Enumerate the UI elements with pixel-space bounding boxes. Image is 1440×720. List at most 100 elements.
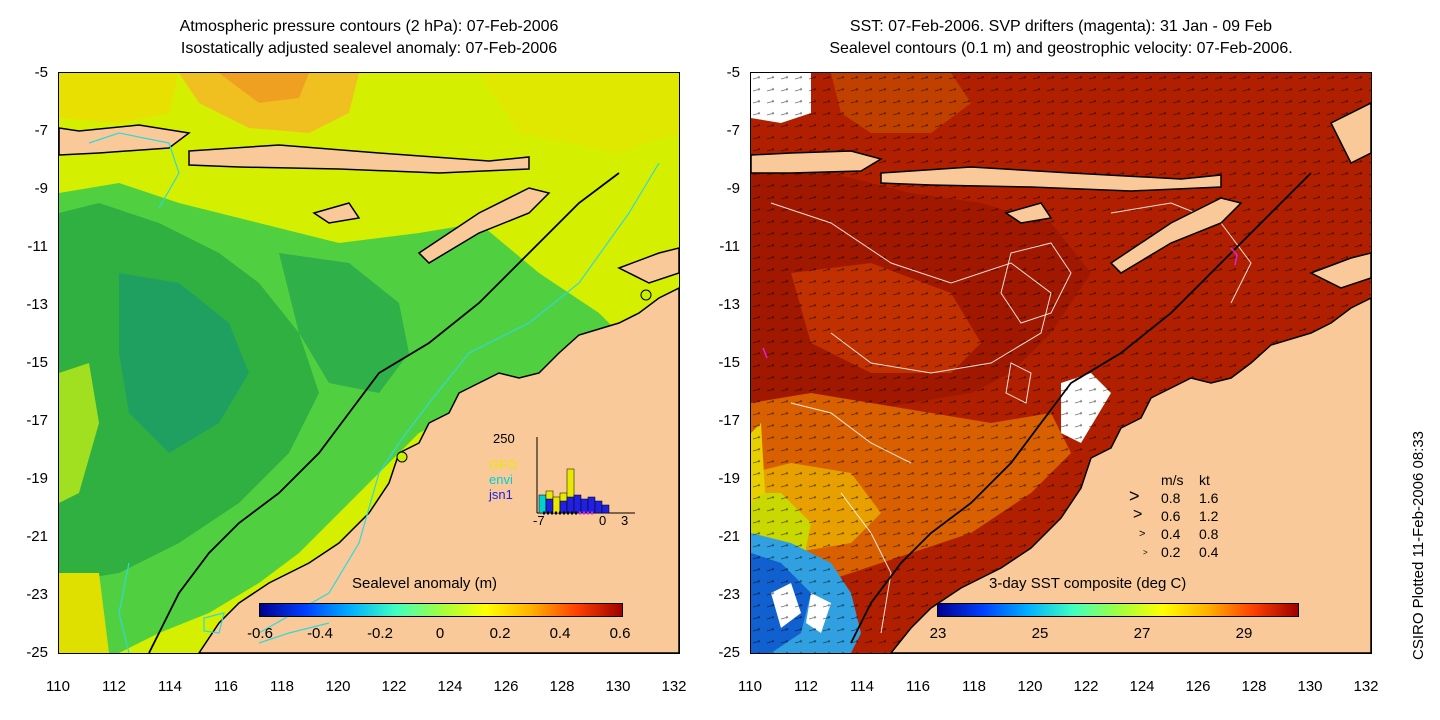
plot-credit: CSIRO Plotted 11-Feb-2006 08:33: [1410, 430, 1427, 660]
left-y-tick: -9: [34, 180, 48, 197]
timor-island: [1109, 197, 1243, 274]
right-colorbar-ticks: 23 25 27 29: [751, 625, 1371, 645]
left-y-tick: -17: [26, 412, 48, 429]
right-y-tick: -23: [718, 586, 740, 603]
timor-island: [417, 187, 551, 264]
left-cb-tick: 0: [435, 625, 445, 642]
right-y-tick: -9: [726, 180, 740, 197]
velocity-kt: 1.2: [1199, 508, 1219, 524]
right-x-tick: 118: [962, 678, 986, 695]
velocity-kt: 1.6: [1199, 490, 1219, 506]
sealevel-map-svg: [59, 73, 679, 653]
left-cb-tick: 0.6: [609, 625, 631, 642]
left-x-tick: 114: [158, 678, 182, 695]
right-y-tick: -19: [718, 470, 740, 487]
left-x-tick: 116: [214, 678, 238, 695]
java-bali-land: [751, 150, 883, 174]
right-x-tick: 122: [1073, 678, 1099, 695]
right-y-tick: -25: [718, 644, 740, 661]
left-cb-tick: -0.2: [367, 625, 393, 642]
right-cb-tick: 27: [1133, 625, 1151, 642]
left-y-tick: -7: [34, 122, 48, 139]
right-x-tick: 128: [1241, 678, 1267, 695]
left-cb-tick: -0.6: [247, 625, 273, 642]
left-y-tick: -11: [27, 238, 48, 255]
velocity-ms: 0.6: [1161, 508, 1181, 524]
right-colorbar: [937, 603, 1299, 617]
right-colorbar-title: 3-day SST composite (deg C): [989, 575, 1187, 592]
java-bali-land: [59, 124, 191, 156]
left-x-tick: 124: [437, 678, 463, 695]
histogram-xlabel-zero: 0: [599, 513, 607, 528]
left-x-tick: 130: [605, 678, 631, 695]
right-x-tick: 124: [1129, 678, 1155, 695]
right-x-tick: 132: [1353, 678, 1379, 695]
right-y-tick: -5: [726, 64, 740, 81]
velocity-kt: 0.8: [1199, 526, 1219, 542]
left-y-tick: -13: [26, 296, 48, 313]
left-x-tick: 132: [661, 678, 687, 695]
left-title-line1: Atmospheric pressure contours (2 hPa): 0…: [179, 18, 559, 35]
left-x-tick: 110: [46, 678, 70, 695]
right-title-line1: SST: 07-Feb-2006. SVP drifters (magenta)…: [849, 18, 1273, 35]
right-title: SST: 07-Feb-2006. SVP drifters (magenta)…: [750, 16, 1372, 60]
histogram-xlabel-max: 3: [621, 513, 629, 528]
australia-land: [890, 297, 1371, 653]
right-x-tick: 114: [850, 678, 874, 695]
velocity-ms: 0.8: [1161, 490, 1181, 506]
sumba-island: [1004, 202, 1053, 224]
lesser-sunda-islands: [880, 166, 1222, 192]
legend-gfo: GFO: [489, 457, 518, 472]
left-cb-tick: 0.2: [489, 625, 511, 642]
pressure-contour: [88, 132, 180, 209]
right-y-tick: -17: [718, 412, 740, 429]
velocity-kt: 0.4: [1199, 544, 1219, 560]
left-y-tick: -19: [26, 470, 48, 487]
left-y-tick: -21: [26, 528, 48, 545]
right-cb-tick: 23: [929, 625, 947, 642]
left-map[interactable]: 250 GFO envi jsn1 -7 0 3: [58, 72, 680, 654]
legend-jsn1: jsn1: [489, 487, 513, 502]
sumba-island: [312, 202, 361, 224]
station-marker: [396, 451, 408, 463]
left-x-tick: 118: [270, 678, 294, 695]
histogram-xlabel-min: -7: [533, 513, 545, 528]
right-map[interactable]: m/s kt > 0.8 1.6 > 0.6 1.2 > 0.4 0.8 > 0…: [750, 72, 1372, 654]
left-x-tick: 128: [549, 678, 575, 695]
velocity-arrow-icon: >: [1133, 506, 1143, 523]
sealevel-contour: [770, 202, 1052, 374]
left-x-tick: 122: [381, 678, 407, 695]
left-y-tick: -23: [26, 586, 48, 603]
right-y-tick: -21: [718, 528, 740, 545]
right-y-tick: -15: [718, 354, 740, 371]
velocity-arrow-icon: >: [1129, 486, 1140, 506]
right-x-tick: 116: [906, 678, 930, 695]
right-x-tick: 112: [794, 678, 818, 695]
left-cb-tick: -0.4: [307, 625, 333, 642]
left-y-tick: -5: [34, 64, 48, 81]
high-anomaly-region: [179, 73, 359, 133]
left-colorbar-title: Sealevel anomaly (m): [352, 575, 498, 592]
left-x-tick: 126: [493, 678, 519, 695]
left-cb-tick: 0.4: [549, 625, 571, 642]
left-y-tick: -25: [26, 644, 48, 661]
right-cb-tick: 29: [1235, 625, 1253, 642]
right-y-tick: -7: [726, 122, 740, 139]
right-x-tick: 110: [738, 678, 762, 695]
histogram-legend: GFO envi jsn1: [489, 457, 517, 502]
legend-envi: envi: [489, 472, 513, 487]
svp-drifter-track: [1230, 247, 1238, 266]
velocity-ms: 0.2: [1161, 544, 1181, 560]
velocity-unit-ms: m/s: [1161, 472, 1184, 488]
velocity-arrow-icon: >: [1139, 528, 1146, 540]
left-x-tick: 120: [325, 678, 351, 695]
histogram-bar: [538, 494, 547, 514]
lesser-sunda-islands: [188, 144, 530, 174]
left-title-line2: Isostatically adjusted sealevel anomaly:…: [180, 40, 558, 57]
shelf-edge-contour: [148, 172, 620, 653]
velocity-arrow-icon: >: [1143, 548, 1148, 557]
left-y-tick: -15: [26, 354, 48, 371]
velocity-ms: 0.4: [1161, 526, 1181, 542]
left-title: Atmospheric pressure contours (2 hPa): 0…: [58, 16, 680, 60]
shelf-edge-contour: [850, 172, 1312, 644]
